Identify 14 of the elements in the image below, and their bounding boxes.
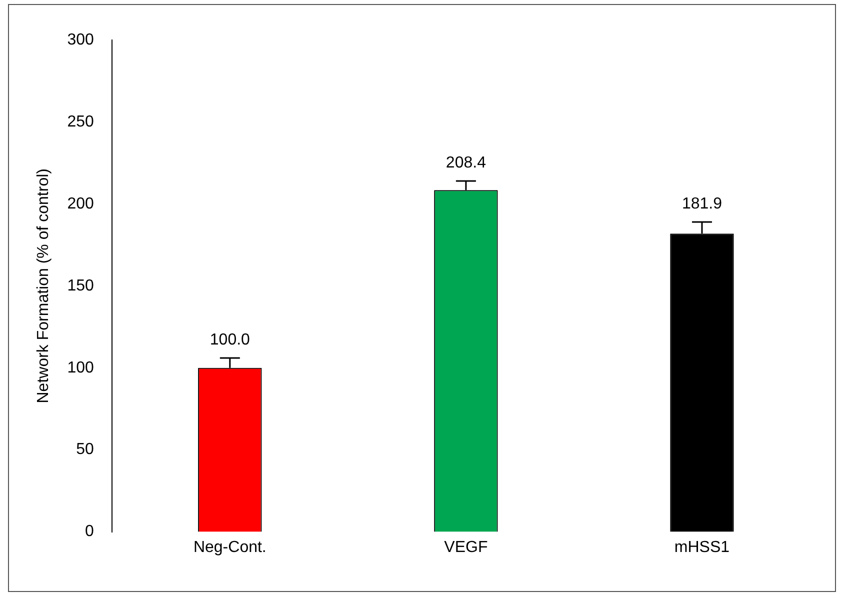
y-tick-label: 0 [84, 523, 94, 540]
x-tick-label: Neg-Cont. [193, 538, 266, 556]
y-tick-label: 250 [67, 113, 94, 130]
y-axis-title: Network Formation (% of control) [35, 168, 52, 404]
data-label: 181.9 [682, 195, 722, 212]
data-label: 100.0 [210, 331, 250, 348]
y-tick-label: 300 [67, 31, 94, 48]
y-tick-label: 100 [67, 359, 94, 376]
y-tick-label: 200 [67, 195, 94, 212]
x-tick-label: mHSS1 [674, 538, 730, 556]
y-tick-label: 50 [76, 441, 94, 458]
x-tick-label: VEGF [444, 538, 488, 556]
y-tick-label: 150 [67, 277, 94, 294]
data-label: 208.4 [446, 154, 486, 172]
